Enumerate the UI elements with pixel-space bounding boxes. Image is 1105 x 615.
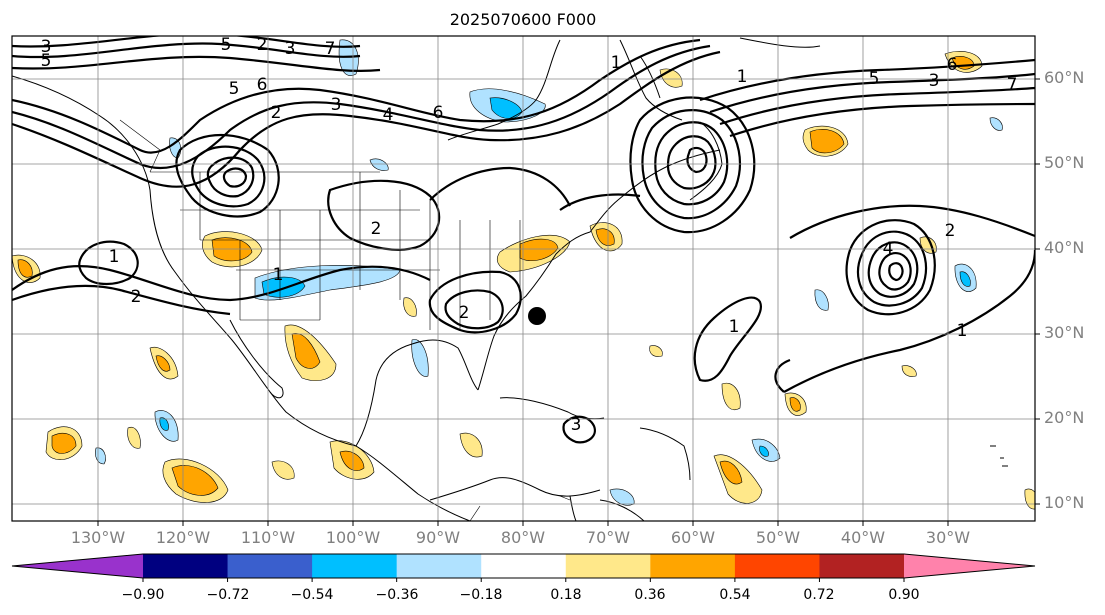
contour-label: 1 (611, 53, 622, 73)
contour-label: 6 (433, 103, 444, 123)
contour-label: 2 (257, 35, 268, 55)
colorbar-label: 0.18 (550, 587, 582, 603)
contour-label: 7 (325, 39, 336, 59)
colorbar-segment (396, 554, 482, 578)
lat-label: 50°N (1044, 153, 1085, 172)
colorbar-label: 0.36 (634, 587, 666, 603)
contour-label: 2 (459, 303, 470, 323)
lat-label: 40°N (1044, 238, 1085, 257)
colorbar-label: 0.72 (803, 587, 835, 603)
contour-label: 3 (285, 39, 296, 59)
lat-label: 10°N (1044, 493, 1085, 512)
contour-label: 4 (883, 239, 894, 259)
colorbar (11, 553, 1036, 582)
contour-label: 1 (729, 317, 740, 337)
contour-label: 1 (109, 247, 120, 267)
lon-label: 30°W (925, 528, 971, 547)
lon-label: 110°W (240, 528, 296, 547)
contour-label: 1 (737, 67, 748, 87)
lat-label: 20°N (1044, 408, 1085, 427)
lat-label: 60°N (1044, 68, 1085, 87)
lon-label: 40°W (840, 528, 886, 547)
coastlines (12, 37, 1008, 521)
lat-lon-grid (12, 36, 1035, 521)
contour-label: 3 (571, 415, 582, 435)
colorbar-extend-max (904, 554, 1035, 578)
lon-label: 90°W (415, 528, 461, 547)
colorbar-label: −0.18 (459, 587, 503, 603)
storm-center-marker (528, 307, 546, 325)
contour-label: 2 (945, 221, 956, 241)
contour-label: 5 (229, 79, 240, 99)
lon-label: 60°W (670, 528, 716, 547)
contour-label: 3 (929, 71, 940, 91)
contour-label: 3 (331, 95, 342, 115)
lon-label: 50°W (755, 528, 801, 547)
axis-ticks (97, 78, 1040, 526)
lat-label: 30°N (1044, 323, 1085, 342)
contour-label: 5 (41, 51, 52, 71)
state-borders (119, 119, 571, 521)
colorbar-label: 0.54 (719, 587, 751, 603)
colorbar-segment (650, 554, 736, 578)
contour-label: 1 (957, 321, 968, 341)
map-title: 2025070600 F000 (449, 10, 597, 29)
colorbar-label: −0.90 (121, 587, 165, 603)
colorbar-label: −0.54 (290, 587, 334, 603)
colorbar-segment (481, 554, 567, 578)
colorbar-segment (312, 554, 398, 578)
contour-label: 6 (257, 75, 268, 95)
contour-label: 5 (869, 69, 880, 89)
contour-label: 2 (131, 287, 142, 307)
contour-label: 7 (1007, 75, 1018, 95)
contour-label-group: 3 5 3 2 7 5 6 5 2 3 4 6 1 5 3 7 6 2 1 1 … (41, 35, 1018, 435)
contour-label: 1 (273, 265, 284, 285)
colorbar-segment (565, 554, 651, 578)
colorbar-segment (227, 554, 313, 578)
positive-anomaly-shading (12, 51, 1035, 510)
colorbar-label: −0.36 (375, 587, 419, 603)
lon-label: 120°W (155, 528, 211, 547)
contour-label: 5 (221, 35, 232, 55)
colorbar-segment (819, 554, 905, 578)
colorbar-extend-min (12, 554, 143, 578)
negative-anomaly-shading (95, 39, 1003, 506)
colorbar-label: 0.90 (888, 587, 920, 603)
colorbar-label: −0.72 (206, 587, 250, 603)
colorbar-segment (143, 554, 229, 578)
contour-label: 2 (371, 219, 382, 239)
colorbar-segment (734, 554, 820, 578)
lon-label: 70°W (585, 528, 631, 547)
contour-label: 6 (947, 55, 958, 75)
contour-label: 4 (383, 105, 394, 125)
lon-label: 130°W (70, 528, 126, 547)
lon-label: 80°W (500, 528, 546, 547)
lon-label: 100°W (325, 528, 381, 547)
contour-label: 3 (41, 37, 52, 57)
contour-label: 2 (271, 103, 282, 123)
contour-lines (12, 36, 1035, 444)
